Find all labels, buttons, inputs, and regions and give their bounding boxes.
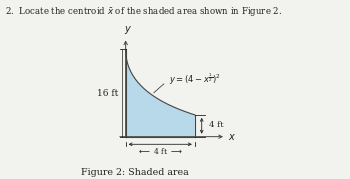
Text: 4 ft: 4 ft: [210, 121, 224, 129]
Text: $x$: $x$: [229, 132, 237, 142]
Text: $y$: $y$: [124, 24, 132, 36]
Text: $\longleftarrow$ 4 ft $\longrightarrow$: $\longleftarrow$ 4 ft $\longrightarrow$: [137, 146, 183, 156]
Text: 16 ft: 16 ft: [97, 89, 118, 98]
Text: Figure 2: Shaded area: Figure 2: Shaded area: [81, 168, 189, 177]
Polygon shape: [126, 50, 195, 137]
Text: 2.  Locate the centroid $\bar{x}$ of the shaded area shown in Figure 2.: 2. Locate the centroid $\bar{x}$ of the …: [5, 5, 282, 18]
Text: $y = (4 - x^{\frac{1}{2}})^2$: $y = (4 - x^{\frac{1}{2}})^2$: [154, 72, 220, 93]
